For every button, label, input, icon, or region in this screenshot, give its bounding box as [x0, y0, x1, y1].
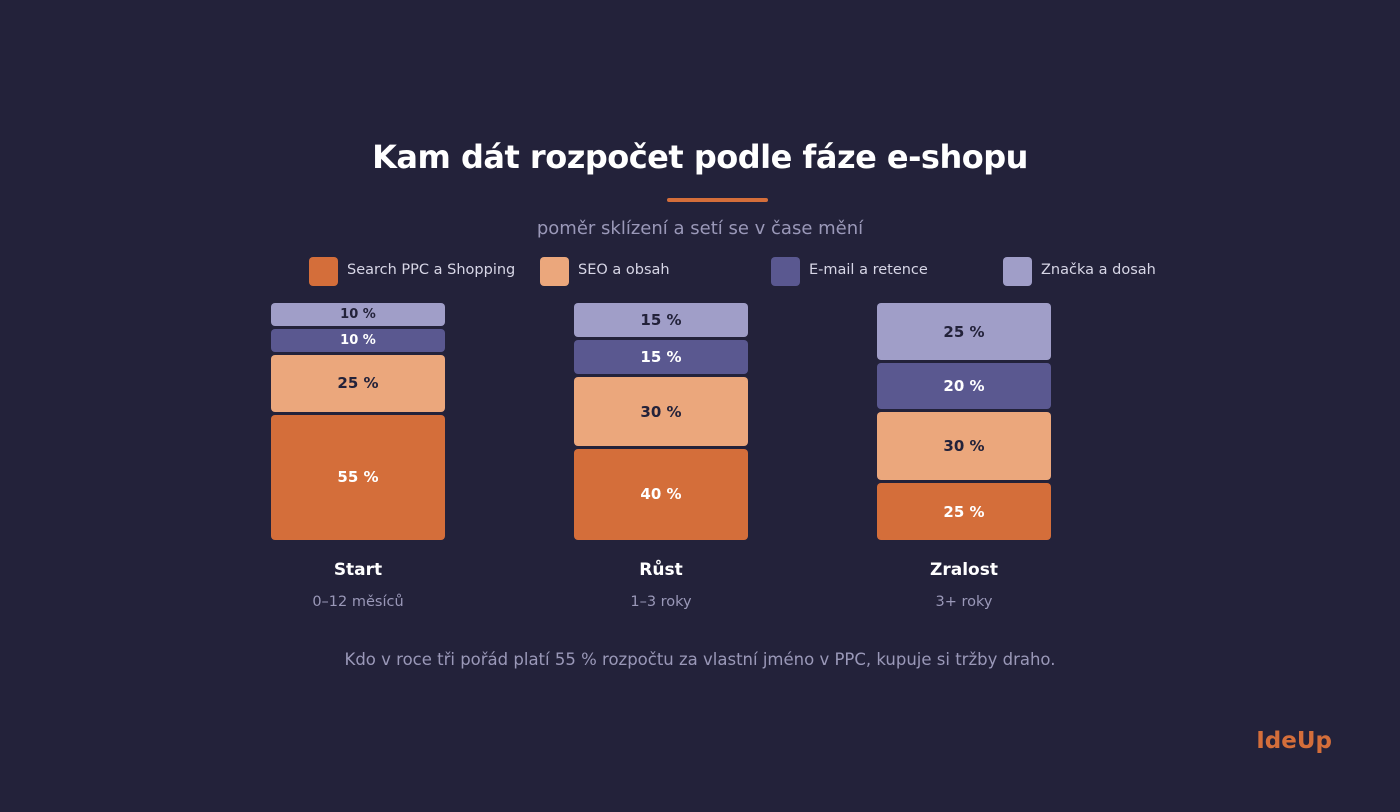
stack-start: 55 % 25 % 10 % 10 %	[271, 303, 445, 540]
stack-zralost: 25 % 30 % 20 % 25 %	[877, 303, 1051, 540]
category-label-start: Start	[333, 560, 383, 580]
bar-value-label: 25 %	[943, 502, 985, 521]
footer-note: Kdo v roce tři pořád platí 55 % rozpočtu…	[344, 650, 1056, 669]
legend-swatch	[309, 257, 338, 286]
legend-label: Search PPC a Shopping	[347, 262, 516, 278]
legend-label: Značka a dosah	[1041, 262, 1156, 278]
bar-value-label: 15 %	[640, 311, 682, 330]
bar-value-label: 30 %	[943, 436, 985, 455]
bar-segment-brand: 25 %	[877, 303, 1051, 360]
stack-rust: 40 % 30 % 15 % 15 %	[574, 303, 748, 540]
bar-value-label: 10 %	[340, 332, 376, 348]
category-label-rust: Růst	[639, 560, 683, 580]
bar-segment-email: 20 %	[877, 363, 1051, 409]
bar-segment-seo: 25 %	[271, 354, 445, 412]
legend-swatch	[771, 257, 800, 286]
bar-segment-seo: 30 %	[574, 377, 748, 446]
category-subtitle-rust: 1–3 roky	[630, 594, 692, 610]
bar-segment-brand: 10 %	[271, 303, 445, 326]
bar-value-label: 25 %	[943, 322, 985, 341]
bar-value-label: 20 %	[943, 376, 985, 395]
chart-title: Kam dát rozpočet podle fáze e-shopu	[372, 138, 1028, 176]
bar-segment-search-ppc: 25 %	[877, 483, 1051, 540]
bar-segment-search-ppc: 40 %	[574, 448, 748, 540]
bar-value-label: 55 %	[337, 468, 379, 487]
bar-value-label: 10 %	[340, 306, 376, 322]
category-label-zralost: Zralost	[930, 560, 998, 580]
category-subtitle-zralost: 3+ roky	[935, 594, 993, 610]
bar-value-label: 15 %	[640, 348, 682, 367]
bar-segment-email: 15 %	[574, 340, 748, 375]
bar-value-label: 25 %	[337, 374, 379, 393]
bar-value-label: 40 %	[640, 485, 682, 504]
bar-segment-email: 10 %	[271, 328, 445, 352]
brand-logo: IdeUp	[1256, 728, 1332, 754]
chart-subtitle: poměr sklízení a setí se v čase mění	[536, 218, 864, 239]
legend-label: SEO a obsah	[578, 262, 670, 278]
bar-segment-brand: 15 %	[574, 303, 748, 338]
legend-swatch	[540, 257, 569, 286]
category-subtitle-start: 0–12 měsíců	[312, 594, 404, 610]
legend-swatch	[1003, 257, 1032, 286]
title-underline	[667, 198, 768, 202]
bar-value-label: 30 %	[640, 402, 682, 421]
bar-segment-seo: 30 %	[877, 411, 1051, 480]
bar-segment-search-ppc: 55 %	[271, 414, 445, 540]
legend-label: E-mail a retence	[809, 262, 928, 278]
